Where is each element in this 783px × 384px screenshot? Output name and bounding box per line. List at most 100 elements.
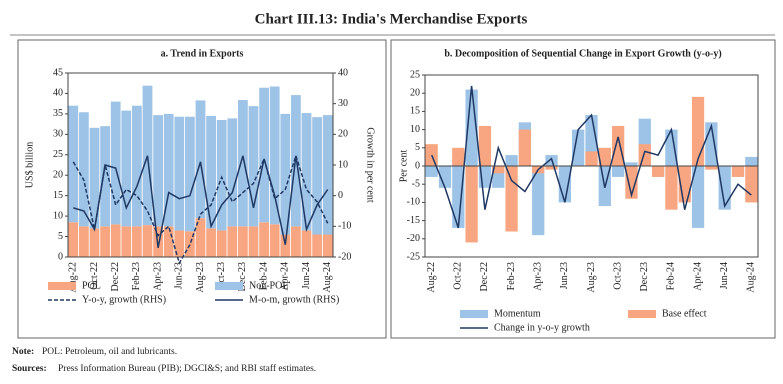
bar: [665, 166, 678, 210]
bar: [195, 100, 206, 219]
bar: [142, 225, 153, 257]
y-tick-label: 5: [58, 231, 63, 242]
bar: [269, 86, 280, 225]
x-tick-label: Aug-23: [195, 262, 206, 293]
bar: [691, 96, 705, 166]
bar: [291, 226, 301, 257]
line: [431, 85, 752, 229]
legend-swatch: [460, 310, 488, 318]
bar: [110, 224, 121, 257]
x-tick-label: Apr-24: [280, 262, 291, 291]
bar: [195, 218, 206, 257]
bar: [227, 118, 238, 227]
x-tick-label: Oct-23: [612, 262, 623, 290]
bar: [121, 226, 132, 257]
y-tick-label: 35: [53, 108, 63, 119]
bar: [425, 166, 438, 177]
bar: [625, 166, 638, 199]
bar: [238, 99, 248, 227]
legend-label: Change in y-o-y growth: [494, 322, 590, 333]
bar: [100, 226, 110, 257]
x-tick-label: Jun-24: [719, 262, 730, 289]
bar: [625, 162, 638, 166]
sources: Press Information Bureau (PIB); DGCI&S; …: [58, 363, 316, 374]
panel-frame: [17, 39, 387, 339]
y2-tick-label: 20: [338, 129, 348, 140]
bar: [612, 166, 625, 177]
bar: [312, 117, 322, 235]
x-tick-label: Feb-23: [131, 262, 142, 290]
y-tick-label: 45: [53, 67, 63, 78]
x-tick-label: Apr-23: [152, 262, 163, 291]
x-tick-label: Dec-23: [639, 262, 650, 291]
bar: [731, 166, 745, 177]
y-tick-label: 30: [53, 129, 63, 140]
bar: [259, 222, 269, 257]
bar: [132, 105, 142, 227]
x-tick-label: Apr-24: [692, 262, 703, 291]
x-tick-label: Aug-22: [426, 262, 437, 293]
bar: [745, 166, 758, 203]
bar: [206, 228, 216, 257]
bar: [452, 166, 465, 228]
bar: [558, 166, 571, 203]
y-axis-title: US$ billion: [24, 142, 35, 188]
legend-swatch: [48, 282, 76, 290]
bar: [745, 156, 758, 166]
x-tick-label: Oct-23: [216, 262, 227, 290]
y-tick-label: -20: [407, 233, 420, 244]
y-tick-label: -5: [412, 178, 420, 189]
bar: [452, 147, 465, 166]
panel-title: b. Decomposition of Sequential Change in…: [444, 48, 721, 59]
y-tick-label: 0: [415, 160, 420, 171]
bar: [505, 166, 518, 232]
bar: [79, 112, 89, 227]
bar: [638, 144, 651, 166]
bar: [79, 226, 89, 257]
bar: [216, 120, 227, 231]
x-tick-label: Feb-23: [506, 262, 517, 290]
bar: [163, 113, 174, 227]
bar: [572, 129, 585, 166]
bar: [68, 105, 79, 223]
x-tick-label: Dec-22: [110, 262, 121, 291]
y2-tick-label: 0: [338, 190, 343, 201]
note-label: Note:: [12, 347, 34, 357]
bar: [132, 226, 142, 257]
y2-axis-title: Growth in per cent: [365, 127, 376, 202]
bar: [322, 115, 333, 235]
bar: [312, 234, 322, 257]
x-tick-label: Jun-24: [301, 262, 312, 289]
bar: [185, 116, 195, 232]
bar: [518, 129, 532, 166]
bar: [238, 226, 248, 257]
legend-label: Non-POL: [249, 280, 288, 291]
bar: [153, 115, 163, 227]
bar: [280, 113, 291, 235]
bar: [532, 166, 545, 236]
y2-tick-label: -20: [338, 251, 351, 262]
x-tick-label: Aug-23: [586, 262, 597, 293]
bar: [425, 144, 438, 166]
bar: [216, 230, 227, 257]
y2-tick-label: 30: [338, 98, 348, 109]
bar: [206, 115, 216, 229]
bar: [280, 234, 291, 257]
x-tick-label: Jun-23: [174, 262, 185, 289]
bar: [174, 230, 185, 257]
bar: [301, 230, 312, 257]
y-tick-label: 25: [410, 69, 420, 80]
panel-frame: [390, 39, 776, 339]
line: [72, 153, 329, 266]
y-axis-title: Per cent: [398, 150, 409, 183]
bar: [478, 125, 492, 166]
x-tick-label: Dec-23: [237, 262, 248, 291]
y-tick-label: 40: [53, 88, 63, 99]
x-tick-label: Feb-24: [258, 262, 269, 290]
y-tick-label: 15: [53, 190, 63, 201]
bar: [322, 234, 333, 257]
chart-title: Chart III.13: India's Merchandise Export…: [255, 11, 528, 27]
bar: [248, 226, 259, 257]
bar: [100, 126, 110, 227]
x-tick-label: Oct-22: [89, 262, 100, 290]
